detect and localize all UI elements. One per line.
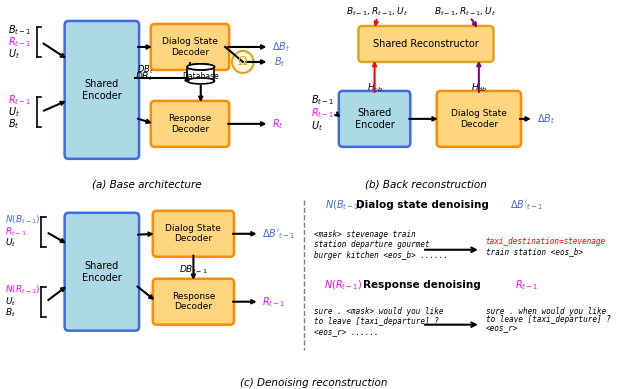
Text: $B_{t-1}$: $B_{t-1}$ <box>8 23 31 37</box>
Text: $U_t$: $U_t$ <box>8 105 20 119</box>
Text: $U_t$: $U_t$ <box>5 296 16 308</box>
Text: Response
Decoder: Response Decoder <box>172 292 215 312</box>
Text: $U_t$: $U_t$ <box>8 47 20 61</box>
Ellipse shape <box>187 78 214 84</box>
Text: $\Delta B'_{t-1}$: $\Delta B'_{t-1}$ <box>510 198 543 212</box>
Text: $R_{t-1}$: $R_{t-1}$ <box>515 278 538 292</box>
Text: $\Delta B'_{t-1}$: $\Delta B'_{t-1}$ <box>262 227 296 241</box>
Bar <box>187 67 214 81</box>
FancyBboxPatch shape <box>436 91 521 147</box>
Text: Response
Decoder: Response Decoder <box>168 114 212 133</box>
Text: Shared
Encoder: Shared Encoder <box>82 79 122 101</box>
Text: sure . <mask> would you like
to leave [taxi_departure] ?
<eos_r> ......: sure . <mask> would you like to leave [t… <box>314 307 444 336</box>
Text: Dialog State
Decoder: Dialog State Decoder <box>162 37 218 57</box>
Text: taxi_destination=stevenage: taxi_destination=stevenage <box>486 237 606 246</box>
Text: to leave [taxi_departure] ?: to leave [taxi_departure] ? <box>486 315 611 324</box>
Text: $N(B_{t-1})$: $N(B_{t-1})$ <box>324 198 363 212</box>
Text: <mask> stevenage train
station departure gourmet
burger kitchen <eos_b> ......: <mask> stevenage train station departure… <box>314 230 449 259</box>
FancyBboxPatch shape <box>151 24 229 70</box>
Text: $B_t$: $B_t$ <box>8 117 19 131</box>
Text: Shared Reconstructor: Shared Reconstructor <box>373 39 479 49</box>
Text: $R_{t-1}$: $R_{t-1}$ <box>312 106 335 120</box>
Text: $DB_t$: $DB_t$ <box>137 63 154 76</box>
Text: $DB_t$: $DB_t$ <box>135 71 153 83</box>
Text: (b) Back reconstruction: (b) Back reconstruction <box>365 180 487 190</box>
Ellipse shape <box>187 64 214 70</box>
Circle shape <box>232 51 253 73</box>
FancyBboxPatch shape <box>151 101 229 147</box>
Text: $B_{t-1}, R_{t-1}, U_t$: $B_{t-1}, R_{t-1}, U_t$ <box>346 6 408 18</box>
Text: train station <eos_b>: train station <eos_b> <box>486 247 583 256</box>
Text: Dialog state denoising: Dialog state denoising <box>356 200 488 210</box>
FancyBboxPatch shape <box>339 91 410 147</box>
Text: $B_t$: $B_t$ <box>274 55 285 69</box>
Text: $B_{t-1}, R_{t-1}, U_t$: $B_{t-1}, R_{t-1}, U_t$ <box>434 6 496 18</box>
Text: (c) Denoising reconstruction: (c) Denoising reconstruction <box>239 378 387 387</box>
Text: $R_{t-1}$: $R_{t-1}$ <box>8 93 31 107</box>
Text: $N(R_{t-1})$: $N(R_{t-1})$ <box>324 278 363 291</box>
Text: $R_{t-1}$: $R_{t-1}$ <box>262 295 286 308</box>
FancyBboxPatch shape <box>65 21 139 159</box>
Text: $U_t$: $U_t$ <box>312 119 323 133</box>
Text: $R_{t-1}$: $R_{t-1}$ <box>8 35 31 49</box>
Text: $\Delta B_t$: $\Delta B_t$ <box>536 112 555 126</box>
Text: sure . when would you like: sure . when would you like <box>486 307 606 316</box>
Text: Shared
Encoder: Shared Encoder <box>355 108 394 130</box>
Text: Response denoising: Response denoising <box>363 280 481 290</box>
Text: (a) Base architecture: (a) Base architecture <box>92 180 202 190</box>
Text: $R_{t-1}$: $R_{t-1}$ <box>5 226 27 238</box>
Text: Dialog State
Decoder: Dialog State Decoder <box>451 109 507 129</box>
FancyBboxPatch shape <box>153 211 234 257</box>
Text: $H_{db}$: $H_{db}$ <box>470 82 487 94</box>
Text: $\Delta B_t$: $\Delta B_t$ <box>272 40 291 54</box>
Text: $R_t$: $R_t$ <box>272 117 284 131</box>
FancyBboxPatch shape <box>358 26 493 62</box>
FancyBboxPatch shape <box>65 213 139 331</box>
Text: $N(R_{t-1})$: $N(R_{t-1})$ <box>5 284 40 296</box>
Text: $U_t$: $U_t$ <box>5 237 16 249</box>
Text: Dialog State
Decoder: Dialog State Decoder <box>166 224 221 244</box>
Text: $H_{cb}$: $H_{cb}$ <box>367 82 383 94</box>
Text: $B_{t-1}$: $B_{t-1}$ <box>312 93 335 107</box>
Ellipse shape <box>187 64 214 70</box>
Text: Database: Database <box>182 72 219 81</box>
FancyBboxPatch shape <box>153 279 234 325</box>
Text: $DB_{t-1}$: $DB_{t-1}$ <box>179 263 208 276</box>
Text: <eos_r>: <eos_r> <box>486 323 518 332</box>
Text: Shared
Encoder: Shared Encoder <box>82 261 122 282</box>
Text: $B_t$: $B_t$ <box>5 307 16 319</box>
Text: $N(B_{t-1})$: $N(B_{t-1})$ <box>5 214 40 226</box>
Text: $\Omega$: $\Omega$ <box>237 56 248 68</box>
